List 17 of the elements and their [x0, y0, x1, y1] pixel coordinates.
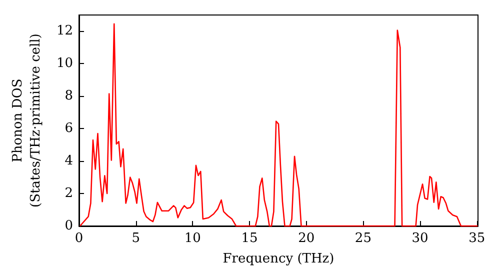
y-tick-label: 4 — [64, 154, 73, 169]
x-tick-label: 5 — [132, 231, 140, 246]
x-tick-label: 20 — [298, 231, 315, 246]
y-tick-label: 12 — [56, 24, 73, 39]
x-tick-label: 0 — [74, 231, 84, 246]
y-tick-label: 2 — [64, 186, 73, 202]
x-tick-label: 25 — [354, 231, 372, 246]
x-tick-label: 30 — [412, 231, 428, 246]
y-tick-label: 0 — [64, 218, 73, 234]
y-tick-label: 10 — [56, 56, 73, 72]
x-tick-label: 10 — [184, 231, 201, 246]
y-tick-label: 6 — [64, 121, 73, 136]
x-axis-title: Frequency (THz) — [222, 251, 334, 266]
x-tick-label: 35 — [468, 231, 486, 246]
x-tick-label: 15 — [241, 231, 258, 246]
y-tick-label: 8 — [64, 88, 73, 104]
y-axis-title: Phonon DOS (States/THz·primitive cell) — [10, 33, 44, 208]
